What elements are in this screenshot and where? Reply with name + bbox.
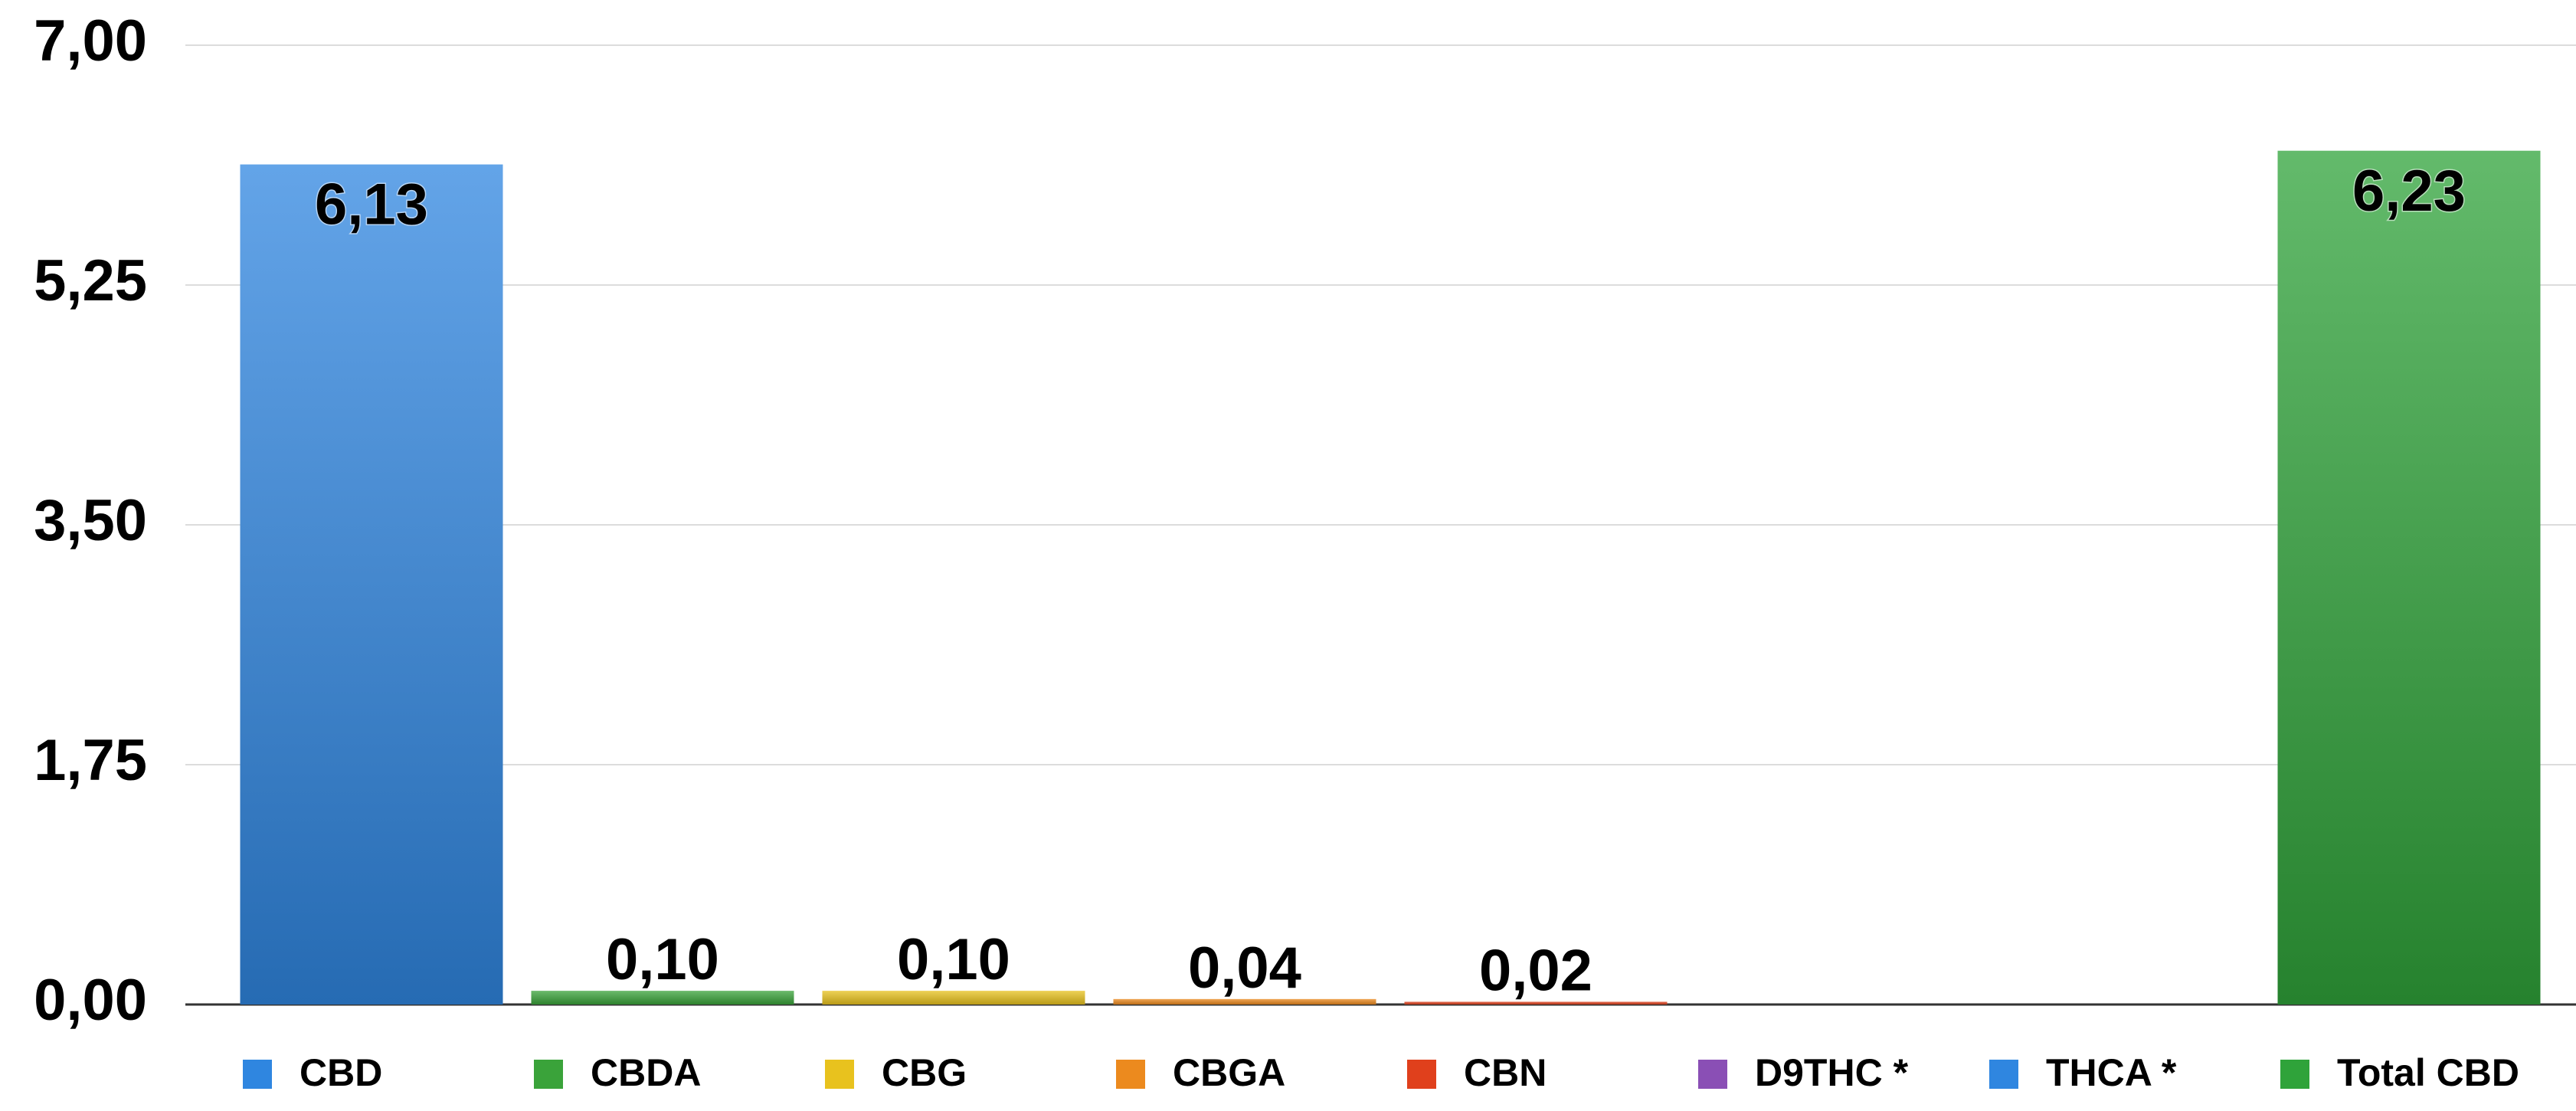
legend-label: D9THC * (1755, 1051, 1909, 1094)
bar (2277, 150, 2541, 1005)
legend-swatch (825, 1060, 854, 1089)
y-tick-label: 5,25 (34, 248, 147, 313)
value-label: 0,04 (1188, 936, 1301, 1001)
value-label: 6,23 (2352, 159, 2466, 224)
legend-swatch (1116, 1060, 1145, 1089)
legend-swatch (534, 1060, 563, 1089)
legend-swatch (1698, 1060, 1727, 1089)
legend-swatch (1407, 1060, 1436, 1089)
bar (240, 164, 503, 1004)
bar (1404, 1001, 1668, 1004)
value-label: 0,10 (897, 927, 1010, 992)
legend-label: Total CBD (2337, 1051, 2519, 1094)
bar (1113, 998, 1376, 1004)
legend-label: CBGA (1173, 1051, 1285, 1094)
legend-label: CBD (299, 1051, 382, 1094)
value-label: 0,10 (606, 927, 719, 992)
legend-swatch (2280, 1060, 2309, 1089)
value-label: 0,02 (1479, 939, 1592, 1004)
y-tick-label: 3,50 (34, 488, 147, 553)
legend-label: THCA * (2046, 1051, 2177, 1094)
value-label: 6,13 (315, 172, 428, 238)
legend-swatch (243, 1060, 272, 1089)
legend-label: CBDA (591, 1051, 701, 1094)
y-tick-label: 0,00 (34, 968, 147, 1033)
bar (822, 991, 1085, 1004)
legend-label: CBG (882, 1051, 967, 1094)
legend-label: CBN (1464, 1051, 1547, 1094)
bar (531, 991, 794, 1004)
legend-swatch (1989, 1060, 2018, 1089)
y-tick-label: 7,00 (34, 8, 147, 74)
y-tick-label: 1,75 (34, 728, 147, 793)
